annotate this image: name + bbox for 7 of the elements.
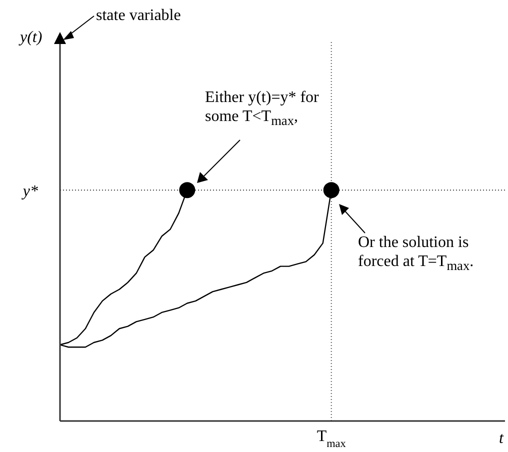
text: state variable (96, 6, 182, 25)
ref-line-label: y* (20, 183, 38, 200)
text: T$_{max}$ (316, 428, 346, 450)
text: Or the solution is forced at T=T$_{max}$. (358, 233, 475, 276)
text: y(t) (20, 28, 42, 47)
text: Either y(t)=y* for some T<T$_{max}$, (205, 88, 320, 130)
text: t (499, 429, 504, 448)
